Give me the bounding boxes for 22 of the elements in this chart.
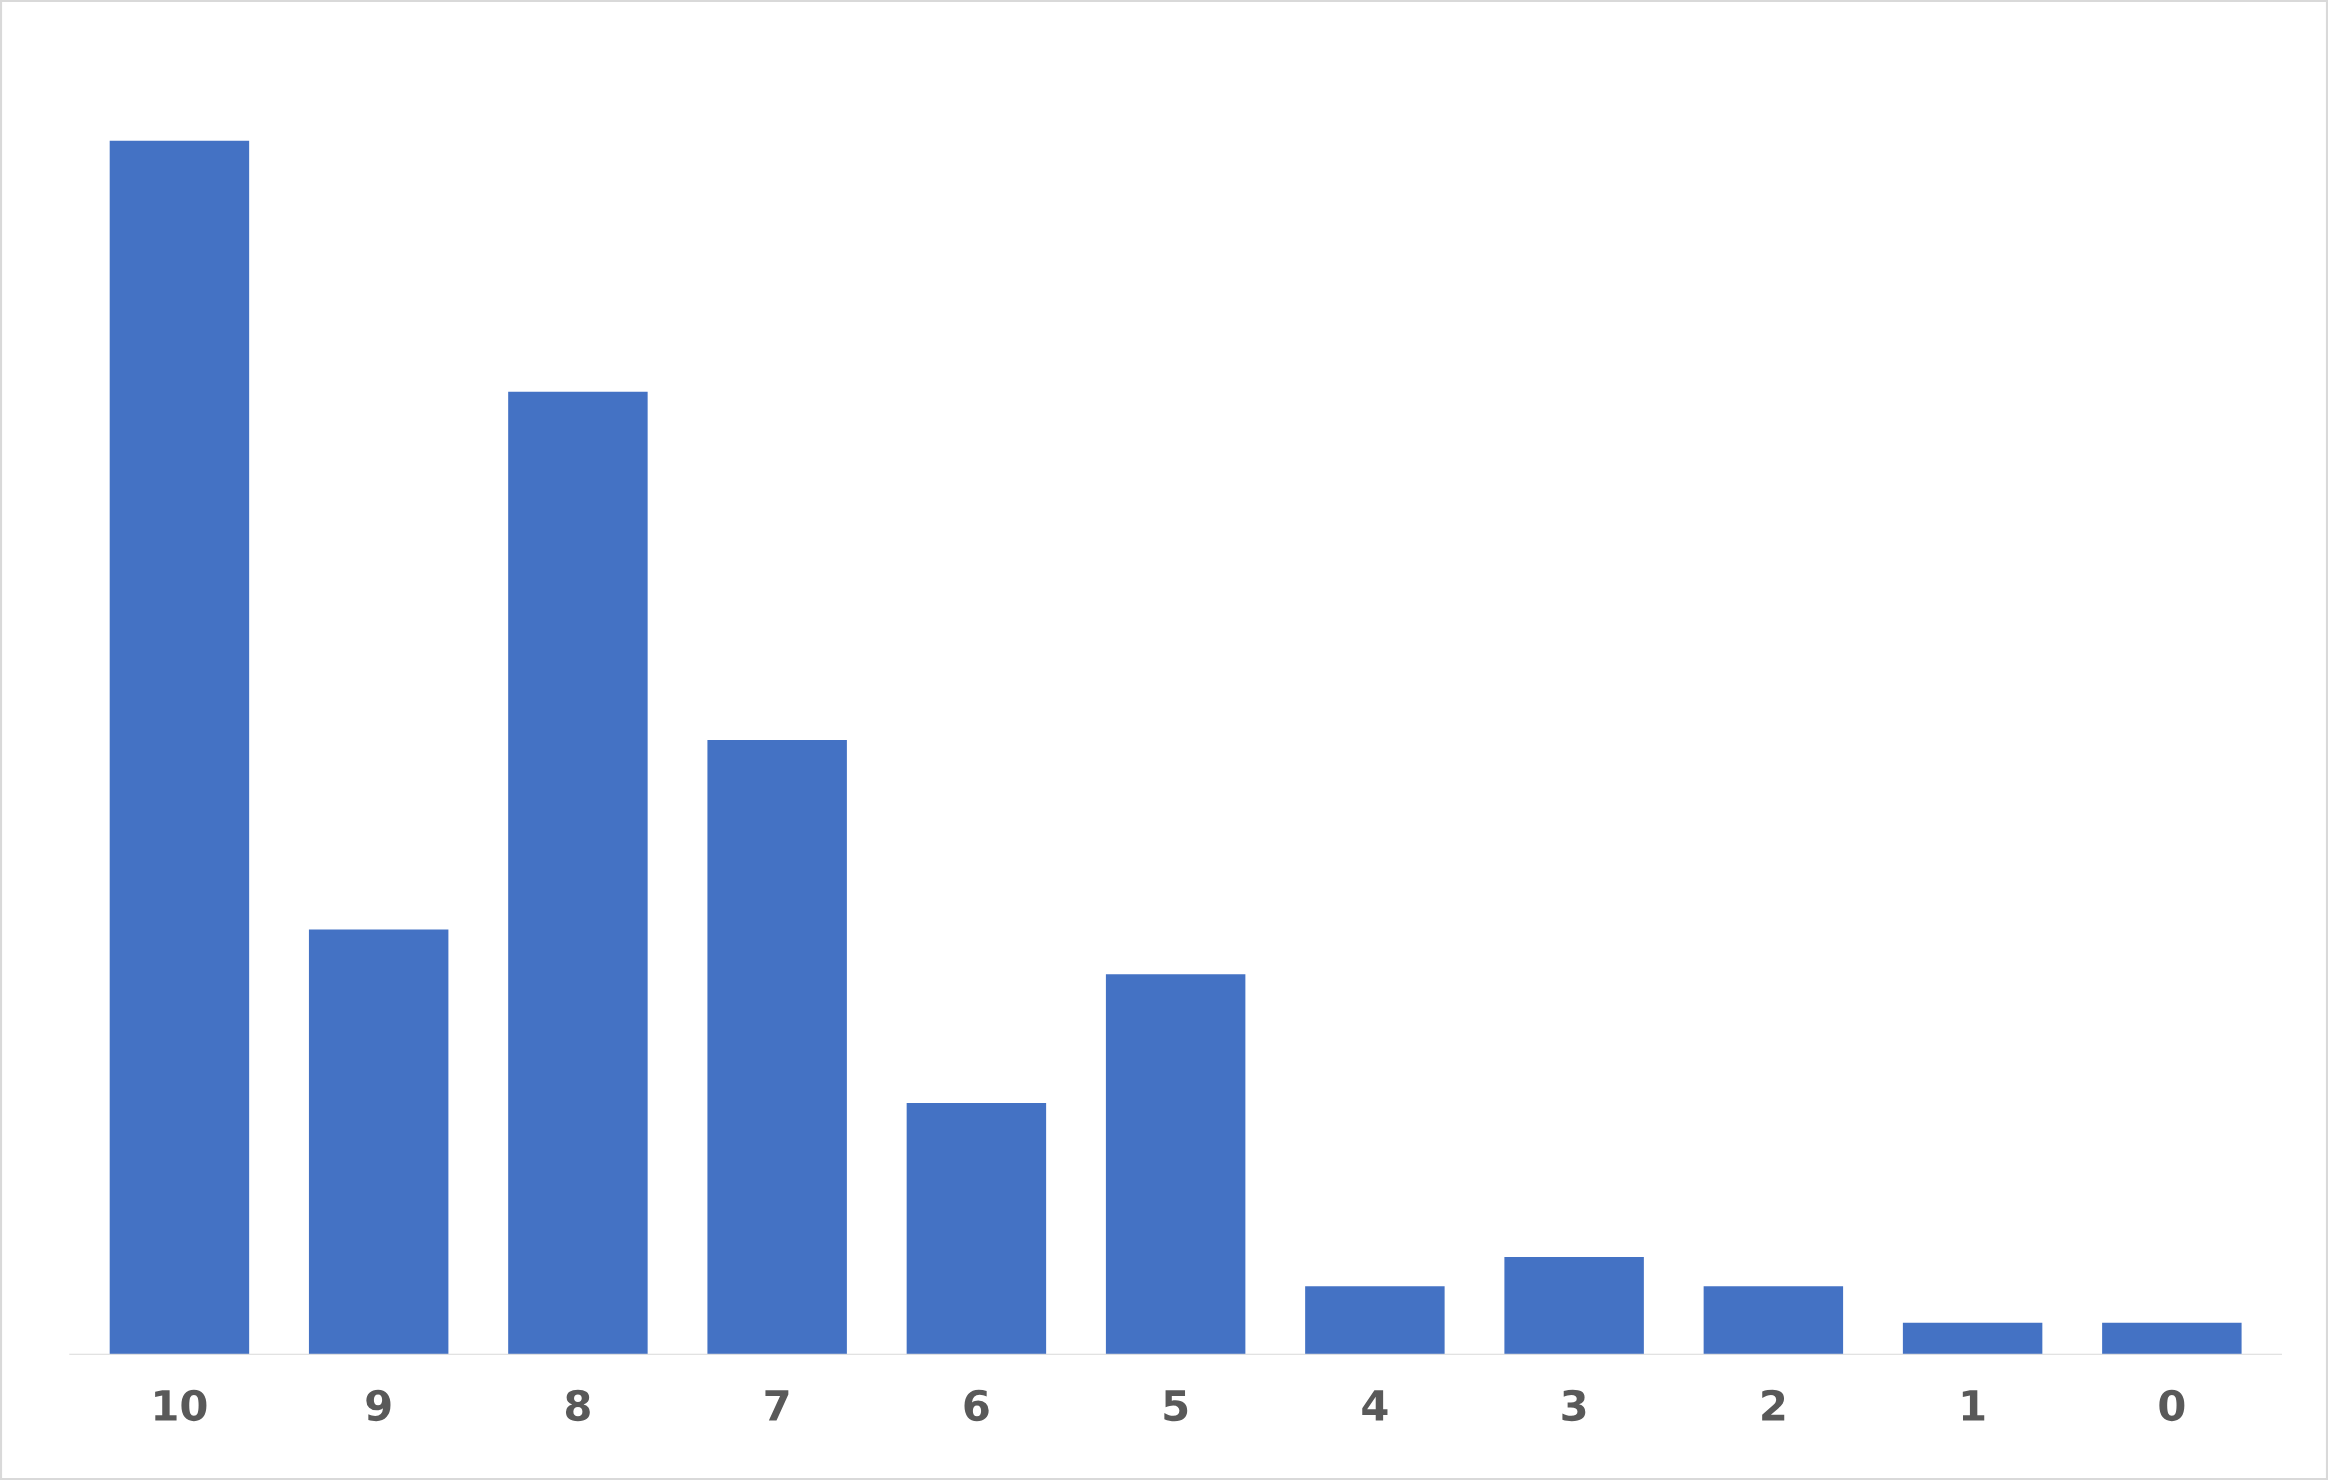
bar [1703, 1286, 1844, 1355]
bar [308, 929, 449, 1355]
x-tick-label: 0 [2159, 1389, 2185, 1422]
bar [1305, 1286, 1445, 1355]
bar [1105, 974, 1246, 1355]
bar [707, 740, 847, 1355]
bar [906, 1102, 1047, 1355]
bar [109, 140, 250, 1355]
x-tick-label: 1 [1962, 1390, 1985, 1421]
x-tick-label: 9 [366, 1389, 391, 1422]
x-tick-label: 6 [964, 1389, 989, 1422]
x-tick-label: 4 [1362, 1390, 1388, 1421]
x-tick-label: 8 [565, 1389, 590, 1422]
x-tick-label: 3 [1562, 1389, 1586, 1422]
x-tick-label: 7 [765, 1390, 789, 1421]
x-tick-label: 5 [1164, 1390, 1188, 1422]
x-tick-label: 10 [155, 1389, 207, 1422]
bar [1902, 1322, 2043, 1355]
bar [508, 391, 648, 1355]
bar [2102, 1322, 2242, 1355]
bar [1504, 1257, 1644, 1355]
x-tick-label: 2 [1762, 1389, 1785, 1421]
